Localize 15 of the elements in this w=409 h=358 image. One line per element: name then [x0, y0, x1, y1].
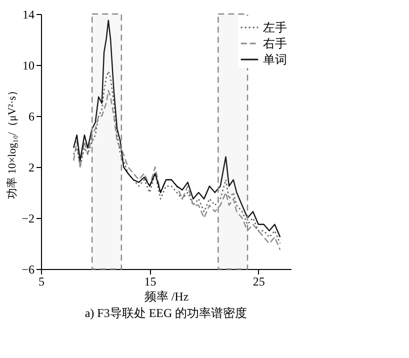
y-tick-label: 10 [22, 58, 34, 72]
x-tick-label: 15 [144, 274, 156, 288]
y-tick-label: 2 [28, 160, 34, 174]
x-tick-label: 5 [38, 274, 44, 288]
text: a) F3导联处 EEG 的功率谱密度 [84, 306, 248, 320]
legend-label: 单词 [263, 52, 287, 66]
y-tick-label: 6 [28, 110, 34, 124]
legend-label: 右手 [263, 36, 287, 50]
y-tick-label: −6 [22, 262, 34, 276]
legend-label: 左手 [263, 20, 287, 34]
y-tick-label: −2 [22, 212, 34, 226]
y-tick-label: 14 [22, 8, 34, 22]
x-axis-title: 频率 /Hz [144, 290, 189, 304]
x-tick-label: 25 [252, 274, 265, 288]
y-axis-title: 功率 10×log₁₀/（μV²·s） [6, 85, 19, 199]
